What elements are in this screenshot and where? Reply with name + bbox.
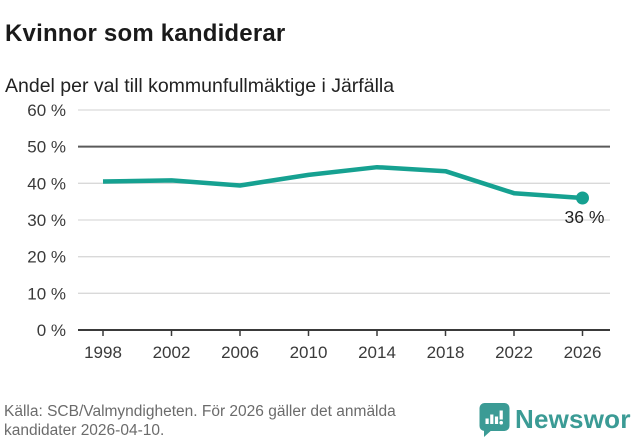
- x-tick-label: 2014: [358, 343, 396, 362]
- y-tick-label: 60 %: [27, 101, 66, 120]
- source-note: Källa: SCB/Valmyndigheten. För 2026 gäll…: [4, 403, 474, 440]
- y-tick-label: 20 %: [27, 248, 66, 267]
- chart-subtitle: Andel per val till kommunfullmäktige i J…: [5, 74, 395, 97]
- logo-bar-3: [494, 416, 499, 424]
- chart-title: Kvinnor som kandiderar: [5, 20, 286, 48]
- series-line: [102, 164, 583, 201]
- y-tick-label: 0 %: [37, 321, 66, 340]
- end-point-label: 36 %: [565, 207, 605, 227]
- source-line-2: kandidater 2026-04-10.: [4, 421, 165, 439]
- x-tick-label: 2022: [495, 343, 533, 362]
- newsworthy-brand: Newsworthy: [479, 402, 631, 437]
- logo-bar-2: [490, 414, 494, 424]
- y-tick-label: 10 %: [27, 284, 66, 303]
- brand-name: Newsworthy: [515, 404, 631, 434]
- x-tick-label: 2006: [221, 343, 259, 362]
- line-chart: 0 % 10 % 20 % 30 % 40 % 50 % 60 % 1998 2002 2006 2…: [27, 101, 610, 362]
- y-tick-label: 30 %: [27, 211, 66, 230]
- newsworthy-logo-icon: [479, 403, 510, 437]
- x-tick-label: 2018: [427, 343, 465, 362]
- end-point-marker: [576, 191, 589, 205]
- logo-exclamation-icon: [499, 410, 503, 420]
- source-line-1: Källa: SCB/Valmyndigheten. För 2026 gäll…: [4, 403, 396, 420]
- x-tick-label: 1998: [84, 343, 122, 362]
- logo-bar-1: [485, 418, 489, 424]
- x-tick-label: 2010: [290, 343, 328, 362]
- y-tick-label: 50 %: [27, 138, 66, 157]
- x-tick-label: 2002: [153, 343, 191, 362]
- x-tick-label: 2026: [564, 343, 602, 362]
- y-tick-label: 40 %: [27, 174, 66, 193]
